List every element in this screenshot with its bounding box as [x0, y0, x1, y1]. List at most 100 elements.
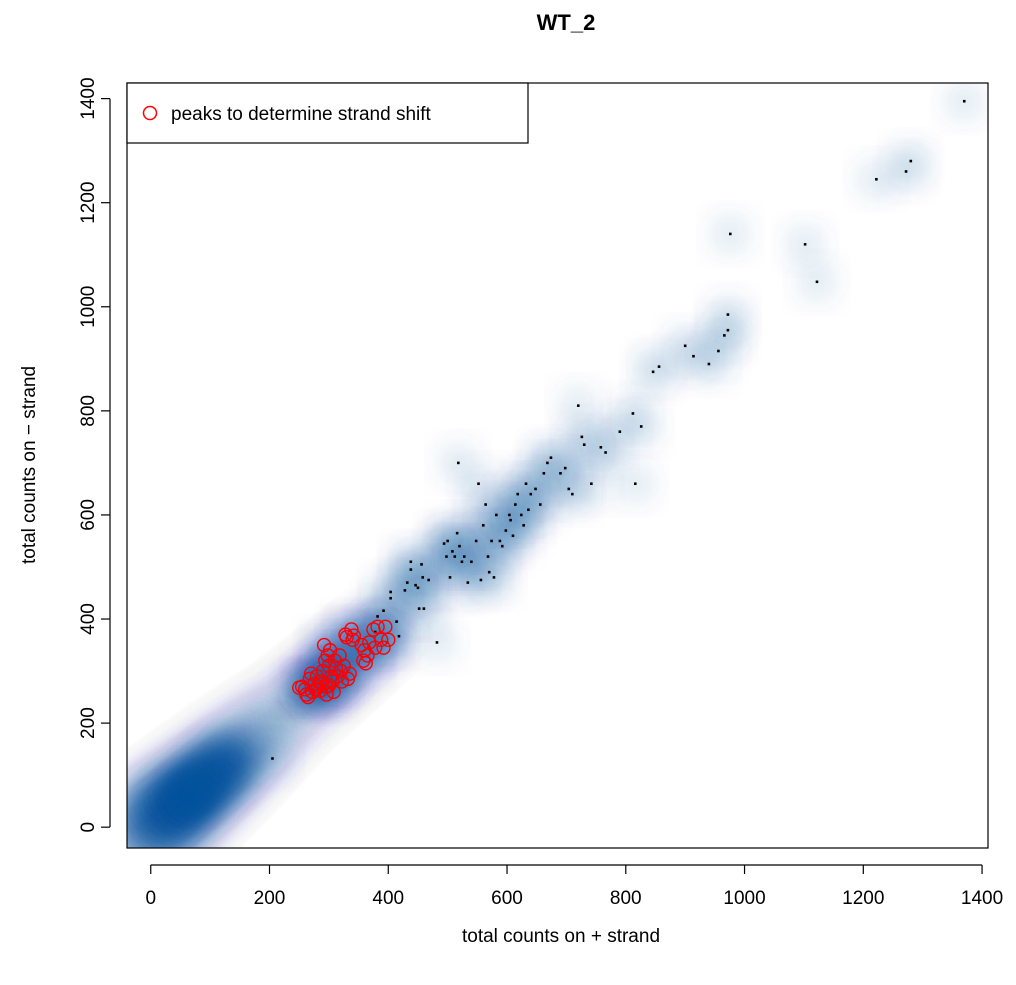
data-point — [416, 586, 420, 590]
data-point — [492, 576, 496, 579]
data-point — [580, 435, 584, 439]
highlight-point — [358, 656, 373, 671]
data-point — [538, 503, 542, 506]
data-point — [451, 550, 454, 553]
highlighted-peaks — [292, 619, 396, 705]
y-tick-label: 1000 — [78, 286, 99, 328]
data-point — [599, 445, 603, 449]
data-point — [481, 524, 485, 527]
data-point — [514, 503, 517, 506]
data-point — [582, 443, 586, 446]
density-blob — [310, 678, 343, 711]
data-point — [498, 539, 502, 543]
data-point — [723, 334, 726, 337]
data-point — [803, 243, 807, 246]
data-point — [726, 313, 730, 316]
legend-label: peaks to determine strand shift — [171, 104, 432, 125]
legend: peaks to determine strand shift — [126, 82, 529, 144]
data-point — [692, 354, 695, 358]
chart-title: WT_2 — [537, 10, 596, 35]
data-point — [458, 544, 461, 548]
highlight-point — [325, 674, 340, 689]
data-point — [477, 482, 480, 486]
data-point — [529, 492, 533, 496]
x-tick-label: 1400 — [961, 888, 1003, 909]
data-point — [409, 560, 413, 564]
data-point — [519, 513, 523, 517]
data-point — [618, 430, 622, 433]
data-point — [542, 472, 546, 475]
data-point — [420, 563, 423, 566]
data-point — [683, 344, 687, 348]
highlight-point — [344, 622, 359, 637]
highlight-point — [376, 640, 391, 655]
data-point — [522, 524, 525, 527]
highlight-point — [334, 674, 350, 689]
y-tick-label: 1400 — [78, 77, 99, 119]
y-tick-label: 0 — [78, 822, 99, 833]
data-point — [397, 634, 401, 638]
x-tick-label: 200 — [254, 888, 286, 909]
data-point — [549, 456, 553, 459]
data-point — [466, 581, 470, 584]
legend-box — [126, 82, 529, 144]
data-points — [271, 99, 966, 760]
data-point — [633, 482, 637, 486]
density-blob — [209, 733, 258, 782]
data-point — [717, 349, 720, 353]
highlight-point — [319, 687, 334, 702]
data-point — [457, 461, 460, 465]
x-axis-label: total counts on + strand — [462, 926, 660, 947]
data-point — [455, 531, 459, 535]
data-point — [728, 232, 732, 236]
plot-frame — [126, 82, 989, 849]
data-point — [509, 518, 512, 522]
data-point — [409, 568, 413, 571]
data-point — [435, 641, 439, 644]
data-point — [962, 99, 966, 103]
legend-marker — [142, 105, 158, 121]
data-point — [479, 578, 483, 582]
data-point — [576, 404, 580, 407]
y-tick-label: 1200 — [78, 182, 99, 224]
highlight-point — [356, 653, 371, 668]
density-shading — [127, 84, 982, 848]
highlight-point — [321, 678, 337, 693]
data-point — [373, 630, 377, 634]
data-point — [504, 529, 508, 532]
data-point — [500, 544, 504, 548]
data-point — [590, 482, 593, 486]
x-axis: 0 200 400 600 800 1000 1200 1400 — [145, 864, 1003, 909]
data-point — [445, 555, 448, 558]
data-point — [389, 590, 392, 594]
data-point — [651, 370, 655, 374]
data-point — [726, 328, 730, 332]
data-point — [403, 589, 407, 592]
data-point — [511, 534, 515, 538]
data-point — [484, 503, 487, 506]
data-point — [486, 555, 490, 558]
data-point — [563, 466, 567, 470]
data-point — [271, 757, 274, 760]
data-point — [909, 159, 913, 163]
x-tick-label: 1000 — [723, 888, 765, 909]
x-tick-label: 1200 — [842, 888, 884, 909]
highlight-point — [373, 632, 389, 648]
y-axis: 0 200 400 600 800 1000 1200 1400 — [78, 77, 111, 833]
data-point — [508, 513, 511, 517]
data-point — [516, 492, 520, 496]
density-blob — [172, 760, 225, 813]
data-point — [631, 412, 635, 415]
highlight-point — [332, 648, 347, 663]
data-point — [527, 508, 530, 512]
data-point — [490, 539, 493, 543]
x-tick-label: 400 — [372, 888, 404, 909]
y-tick-label: 400 — [78, 603, 99, 635]
data-point — [462, 555, 466, 558]
data-point — [904, 170, 908, 173]
data-point — [657, 365, 661, 368]
data-point — [571, 492, 574, 496]
y-tick-label: 200 — [78, 707, 99, 739]
y-tick-label: 800 — [78, 395, 99, 427]
